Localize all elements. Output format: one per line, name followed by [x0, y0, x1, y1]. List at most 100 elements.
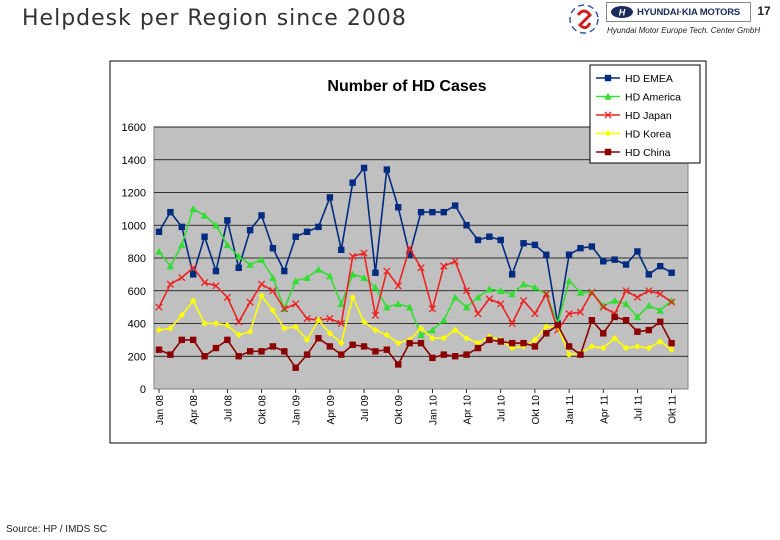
- data-point-hd-japan: [405, 244, 414, 252]
- data-point-hd-korea: [429, 335, 436, 342]
- data-point-hd-japan: [633, 293, 642, 301]
- data-point-hd-japan: [269, 287, 277, 295]
- data-point-hd-japan: [212, 282, 220, 290]
- data-point-hd-china: [178, 336, 185, 344]
- data-point-hd-emea: [588, 243, 596, 250]
- data-point-hd-america: [451, 293, 459, 301]
- series-line-hd-china: [158, 315, 673, 369]
- y-tick-label: 1200: [122, 188, 146, 200]
- data-point-hd-china: [155, 346, 163, 353]
- legend-marker-hd-emea: [604, 74, 612, 82]
- data-point-hd-korea: [269, 307, 277, 314]
- data-point-hd-emea: [451, 202, 459, 209]
- x-tick-label: Jan 09: [292, 395, 303, 425]
- legend-label-hd-china: HD China: [625, 147, 671, 159]
- data-point-hd-korea: [201, 320, 208, 327]
- data-point-hd-emea: [281, 267, 288, 275]
- data-point-hd-korea: [531, 336, 539, 344]
- x-tick-label: Apr 10: [463, 395, 474, 425]
- y-tick-label: 600: [128, 286, 146, 298]
- y-tick-label: 0: [140, 384, 146, 396]
- data-point-hd-china: [360, 343, 368, 350]
- svg-text:H: H: [619, 8, 626, 18]
- data-point-hd-emea: [258, 212, 265, 219]
- data-point-hd-america: [508, 290, 516, 298]
- x-tick-label: Jul 10: [497, 395, 508, 422]
- y-tick-label: 1600: [122, 122, 146, 134]
- data-point-hd-china: [417, 339, 425, 347]
- data-point-hd-emea: [178, 223, 185, 231]
- data-point-hd-japan: [235, 318, 243, 326]
- data-point-hd-korea: [349, 294, 356, 301]
- data-point-hd-china: [429, 354, 436, 362]
- x-tick-label: Okt 09: [394, 395, 405, 425]
- data-point-hd-korea: [224, 321, 231, 329]
- data-point-hd-korea: [645, 344, 653, 352]
- data-point-hd-emea: [645, 271, 653, 278]
- data-point-hd-emea: [668, 269, 675, 276]
- x-tick-label: Jan 11: [565, 395, 576, 425]
- data-point-hd-america: [565, 277, 573, 285]
- data-point-hd-emea: [611, 256, 618, 263]
- data-point-hd-china: [269, 343, 277, 350]
- data-point-hd-america: [633, 313, 642, 321]
- data-point-hd-emea: [486, 233, 493, 240]
- data-point-hd-america: [257, 255, 266, 263]
- page-number: 17: [757, 4, 771, 18]
- data-point-hd-america: [303, 273, 311, 281]
- data-point-hd-china: [235, 353, 242, 360]
- data-point-hd-japan: [565, 310, 573, 318]
- data-point-hd-china: [395, 361, 402, 368]
- x-tick-label: Jul 11: [633, 395, 644, 421]
- data-point-hd-japan: [360, 249, 368, 257]
- series-line-hd-emea: [158, 165, 672, 324]
- data-point-hd-korea: [451, 326, 459, 334]
- data-point-hd-emea: [246, 226, 254, 234]
- data-point-hd-korea: [543, 323, 550, 330]
- data-point-hd-china: [303, 351, 311, 358]
- data-point-hd-america: [166, 262, 175, 270]
- data-point-hd-emea: [406, 251, 413, 258]
- data-point-hd-japan: [223, 293, 232, 301]
- data-point-hd-korea: [326, 330, 334, 337]
- data-point-hd-china: [554, 321, 561, 329]
- data-point-hd-china: [474, 344, 482, 352]
- data-point-hd-japan: [383, 267, 391, 275]
- legend-marker-hd-korea: [604, 130, 612, 137]
- data-point-hd-japan: [508, 319, 516, 328]
- data-point-hd-america: [531, 283, 539, 291]
- data-point-hd-america: [599, 301, 607, 309]
- data-point-hd-china: [531, 343, 539, 350]
- data-point-hd-china: [383, 346, 391, 353]
- data-point-hd-america: [485, 285, 494, 293]
- data-point-hd-america: [212, 221, 220, 229]
- data-point-hd-japan: [645, 287, 653, 295]
- data-point-hd-emea: [543, 251, 550, 258]
- data-point-hd-japan: [257, 280, 266, 288]
- data-point-hd-china: [292, 364, 299, 371]
- legend-label-hd-america: HD America: [625, 92, 681, 104]
- data-point-hd-china: [372, 348, 379, 355]
- data-point-hd-japan: [485, 295, 494, 303]
- data-point-hd-america: [428, 326, 437, 334]
- data-point-hd-china: [543, 330, 550, 337]
- data-point-hd-japan: [451, 257, 459, 265]
- data-point-hd-korea: [463, 335, 470, 342]
- data-point-hd-america: [371, 283, 380, 291]
- y-tick-label: 1000: [122, 220, 146, 232]
- data-point-hd-america: [417, 331, 425, 339]
- data-point-hd-japan: [474, 310, 482, 318]
- data-point-hd-america: [474, 293, 482, 301]
- data-point-hd-america: [622, 300, 630, 308]
- data-point-hd-china: [657, 318, 664, 326]
- data-point-hd-japan: [348, 252, 357, 261]
- data-point-hd-america: [246, 260, 254, 268]
- data-point-hd-japan: [417, 264, 425, 272]
- data-point-hd-korea: [246, 328, 254, 335]
- data-point-hd-japan: [440, 262, 448, 270]
- x-tick-label: Jul 08: [223, 395, 234, 422]
- data-point-hd-emea: [600, 258, 607, 265]
- brand-subtitle: Hyundai Motor Europe Tech. Center GmbH: [607, 26, 761, 35]
- data-point-hd-emea: [383, 166, 391, 173]
- data-point-hd-korea: [292, 323, 299, 330]
